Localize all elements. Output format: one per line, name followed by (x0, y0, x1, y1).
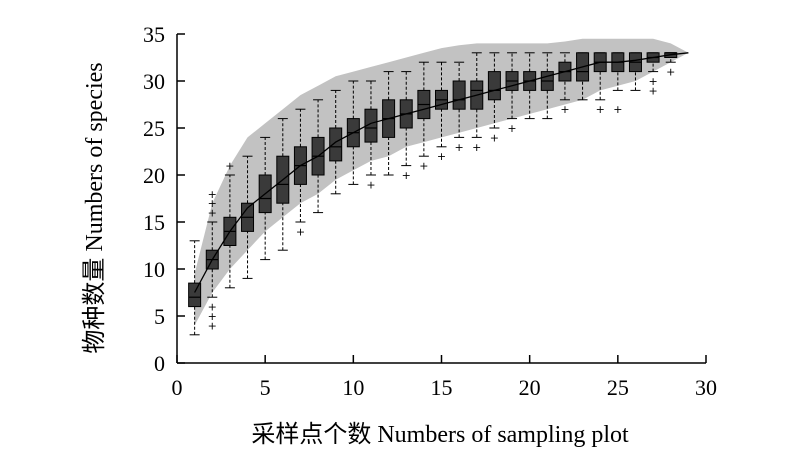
outlier-point: + (507, 122, 516, 135)
y-tick-label: 30 (143, 69, 165, 94)
x-tick-label: 15 (431, 375, 453, 400)
outlier-point: + (208, 310, 217, 323)
outlier-point: + (648, 75, 657, 88)
x-tick-label: 0 (172, 375, 183, 400)
outlier-point: + (490, 131, 499, 144)
outlier-point: + (208, 207, 217, 220)
outlier-point: + (560, 103, 569, 116)
outlier-point: + (225, 160, 234, 173)
box (188, 282, 202, 308)
x-tick-label: 25 (607, 375, 629, 400)
y-tick-label: 25 (143, 116, 165, 141)
outlier-point: + (437, 150, 446, 163)
curve-layer (194, 52, 689, 293)
outlier-point: + (402, 169, 411, 182)
outlier-point: + (366, 178, 375, 191)
y-tick-label: 35 (143, 22, 165, 47)
outlier-point: + (208, 319, 217, 332)
box (487, 71, 501, 101)
x-tick-label: 10 (342, 375, 364, 400)
x-axis-title: 采样点个数 Numbers of sampling plot (251, 421, 629, 448)
y-axis-title: 物种数量 Numbers of species (81, 62, 108, 353)
axis-layer: 0 5 10 15 20 25 30 35 0 5 10 15 20 25 30 (143, 22, 717, 400)
outlier-point: + (472, 141, 481, 154)
label-layer: 采样点个数 Numbers of sampling plot 物种数量 Numb… (81, 62, 629, 448)
outlier-point: + (419, 160, 428, 173)
accumulation-curve (194, 52, 689, 293)
x-tick-label: 5 (260, 375, 271, 400)
y-tick-label: 15 (143, 210, 165, 235)
outlier-point: + (296, 225, 305, 238)
box (329, 127, 343, 162)
y-tick-label: 5 (154, 304, 165, 329)
x-tick-label: 20 (519, 375, 541, 400)
outlier-point: + (648, 84, 657, 97)
outlier-point: + (613, 103, 622, 116)
x-tick-label: 30 (695, 375, 717, 400)
outlier-point: + (666, 66, 675, 79)
y-tick-label: 20 (143, 163, 165, 188)
box (364, 108, 378, 143)
y-tick-label: 10 (143, 257, 165, 282)
outlier-point: + (208, 301, 217, 314)
outlier-point: + (596, 103, 605, 116)
whisker-layer (189, 52, 676, 336)
y-tick-label: 0 (154, 351, 165, 376)
outlier-point: + (208, 197, 217, 210)
box (452, 80, 466, 110)
outlier-point: + (208, 188, 217, 201)
outlier-point: + (455, 141, 464, 154)
